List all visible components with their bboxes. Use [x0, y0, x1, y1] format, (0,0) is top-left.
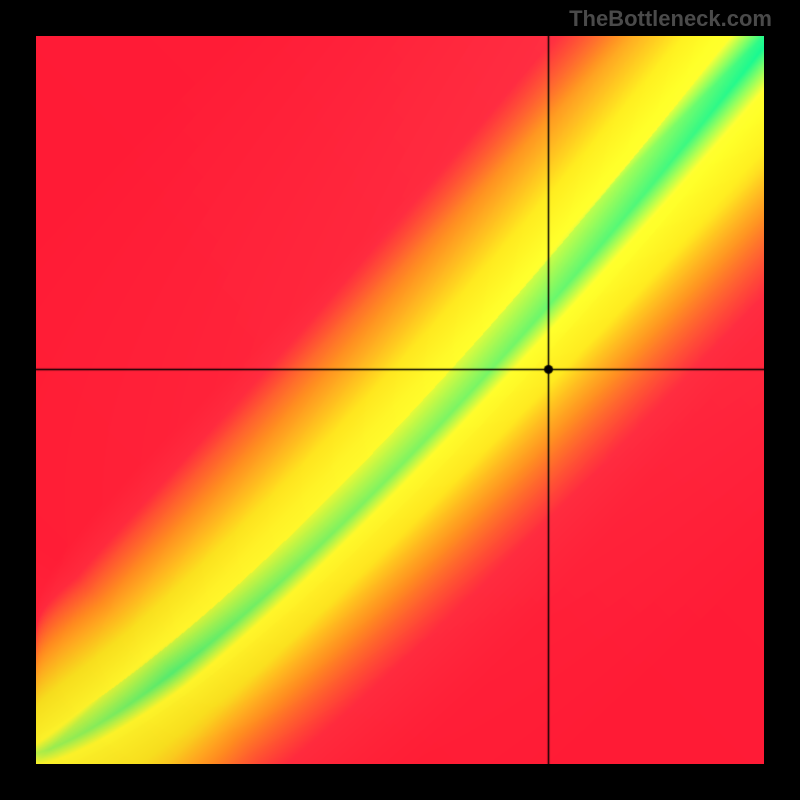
chart-container: TheBottleneck.com — [0, 0, 800, 800]
watermark-text: TheBottleneck.com — [569, 6, 772, 32]
plot-area — [36, 36, 764, 764]
heatmap-canvas — [36, 36, 764, 764]
